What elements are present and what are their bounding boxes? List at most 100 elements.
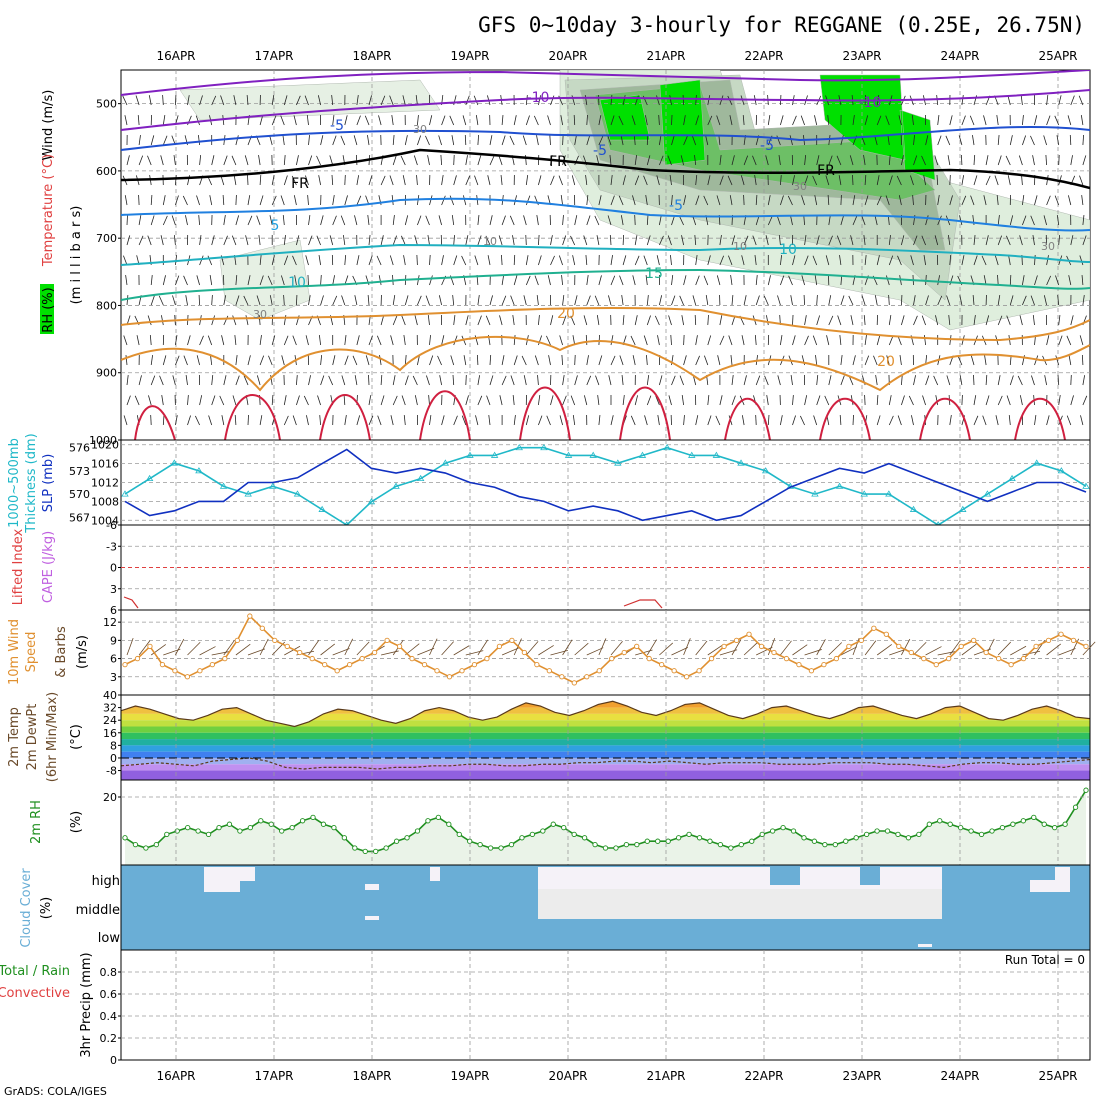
wind-barb [243, 375, 249, 386]
thickness-line-point [170, 459, 178, 466]
wind-barb [1032, 315, 1035, 326]
wind-barb [523, 375, 527, 386]
rh2m-line-point [561, 824, 567, 831]
wind-barb [536, 215, 539, 226]
wind-barb [996, 195, 999, 206]
wind10m-barb [344, 638, 354, 656]
wind-barb [509, 135, 515, 146]
rh2m-line-point [822, 841, 828, 848]
bottom-date-label: 25APR [1038, 1069, 1077, 1083]
wind10m-line-point [234, 637, 240, 644]
wind-barb [863, 155, 866, 166]
wind-barb [437, 355, 442, 366]
wind10m-line-point [871, 625, 877, 631]
thickness-line-point [1082, 482, 1090, 489]
wind-barb [731, 295, 734, 306]
wind-barb [280, 275, 285, 286]
temp-mask [121, 695, 1090, 727]
wind-barb [562, 215, 564, 226]
wind-barb [997, 235, 1002, 246]
wind-barb [901, 235, 905, 246]
wind-barb [1055, 355, 1060, 366]
wind-barb [828, 375, 832, 386]
wind-barb [501, 115, 504, 126]
wind-barb [671, 114, 673, 126]
wind-barb [876, 335, 881, 346]
rh2m-line-point [696, 835, 703, 841]
temp-band [121, 745, 1090, 752]
wind10m-axis-title: Speed [24, 632, 39, 673]
wind-barb [378, 275, 382, 286]
wind-barb [780, 115, 784, 126]
wind-barb [719, 95, 724, 106]
wind-barb [364, 115, 370, 126]
rh2m-line-point [352, 845, 358, 851]
rh2m-line-point [1072, 804, 1079, 810]
wind-barb [908, 395, 914, 406]
rh2m-line-point [832, 841, 838, 848]
top-date-label: 23APR [842, 49, 881, 63]
wind10m-barb [562, 639, 573, 656]
wind-barb [550, 175, 555, 186]
rh-shade [179, 79, 441, 321]
top-date-label: 24APR [940, 49, 979, 63]
wind-barb [585, 334, 588, 346]
wind-barb [1030, 135, 1035, 146]
wind10m-barb [852, 637, 860, 656]
slp-tick: 1012 [91, 477, 119, 490]
wind-barb [308, 135, 310, 146]
wind-barb [1082, 215, 1085, 226]
wind10m-line-point [1083, 643, 1089, 650]
wind-barb [304, 95, 309, 106]
wind-barb [695, 415, 699, 426]
wind-barb [586, 215, 591, 226]
wind-barb [1078, 95, 1084, 106]
wind-barb [525, 115, 530, 126]
rh2m-line-point [843, 838, 849, 844]
wind-barb [329, 235, 334, 246]
wind-barb [852, 355, 856, 366]
wind-barb [537, 375, 539, 386]
wind-barb [137, 115, 140, 126]
wind-barb [1070, 374, 1072, 386]
wind-barb [937, 135, 942, 146]
bottom-date-label: 17APR [254, 1069, 293, 1083]
wind-barb [271, 115, 277, 126]
wind-barb [308, 215, 311, 226]
wind-barb [546, 415, 551, 426]
wind-barb [318, 175, 321, 186]
wind-barb [707, 314, 709, 326]
wind-barb [1070, 95, 1075, 106]
wind-barb [150, 194, 153, 206]
tick-label: -6 [106, 519, 117, 532]
bottom-date-axis: 16APR 17APR 18APR 19APR 20APR 21APR 22APR 23APR… [156, 1069, 1077, 1083]
tick-label: 16 [103, 727, 117, 740]
wind-barb [609, 234, 612, 246]
rh2m-line-point [623, 841, 630, 848]
rh-grid [121, 780, 1090, 865]
wind10m-barb [646, 639, 657, 656]
wind-barb [618, 115, 624, 126]
wind-barb [136, 335, 140, 346]
thickness-line-point [244, 490, 252, 497]
wind10m-barb [997, 641, 1011, 656]
wind10m-barb [889, 648, 907, 656]
cloud-level-label: high [92, 874, 120, 889]
wind-barb [332, 295, 338, 306]
rh2m-line-point [331, 824, 337, 831]
wind-barb [404, 355, 407, 366]
cloud-gap [1030, 880, 1070, 892]
rh2m-line-point [905, 835, 912, 841]
wind10m-line-point [197, 668, 203, 674]
wind-barb [368, 395, 372, 406]
wind-barb [754, 175, 757, 186]
upper-air-panel: -10 -10 -5 -5 -5 -5 FR FR FR 5 10 10 15 20 20 30 30 30 10 1… [89, 69, 1091, 447]
wind-barb [985, 155, 989, 166]
wind-barb [656, 175, 660, 186]
wind-barb [1032, 235, 1035, 246]
wind-barb [719, 235, 722, 246]
wind-barb [513, 275, 518, 286]
wind-barb [707, 115, 713, 126]
wind-barb [949, 275, 954, 286]
